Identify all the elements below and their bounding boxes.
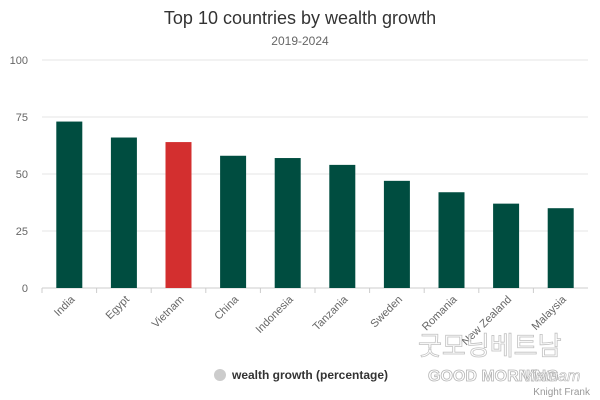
x-tick-label: Tanzania	[311, 293, 351, 333]
watermark-script: Vietnam	[522, 368, 580, 385]
x-tick-label: Malaysia	[530, 293, 570, 333]
chart-title: Top 10 countries by wealth growth	[164, 8, 436, 28]
bar-romania[interactable]	[438, 192, 465, 288]
y-tick-label: 50	[16, 169, 28, 181]
legend-label: wealth growth (percentage)	[231, 368, 388, 382]
x-tick-label: China	[212, 293, 241, 322]
bar-china[interactable]	[220, 155, 247, 288]
bar-india[interactable]	[56, 121, 83, 288]
chart-subtitle: 2019-2024	[271, 34, 329, 48]
x-tick-label: Romania	[420, 293, 460, 333]
bar-sweden[interactable]	[383, 180, 410, 288]
bar-malaysia[interactable]	[547, 208, 574, 288]
x-tick-label: Vietnam	[150, 294, 187, 331]
y-tick-label: 25	[16, 226, 28, 238]
watermark-korean: 굿모닝베트남	[418, 332, 562, 362]
bar-vietnam[interactable]	[165, 142, 192, 288]
y-tick-label: 75	[16, 112, 28, 124]
y-tick-label: 100	[10, 55, 28, 67]
bar-egypt[interactable]	[110, 137, 137, 288]
watermark-main: GOOD MORNING	[428, 368, 559, 385]
watermark: 굿모닝베트남 GOOD MORNING Vietnam	[418, 332, 581, 386]
legend-marker	[214, 369, 226, 381]
bar-new-zealand[interactable]	[493, 203, 520, 288]
bar-indonesia[interactable]	[274, 158, 301, 288]
source-credit: Knight Frank	[533, 387, 591, 398]
x-tick-label: Indonesia	[254, 293, 297, 336]
bar-tanzania[interactable]	[329, 164, 356, 288]
x-tick-label: Sweden	[368, 294, 405, 331]
legend[interactable]: wealth growth (percentage)	[214, 368, 388, 382]
x-tick-label: Egypt	[104, 294, 132, 322]
y-tick-label: 0	[22, 283, 28, 295]
x-tick-label: India	[52, 293, 78, 319]
bars	[56, 121, 574, 288]
